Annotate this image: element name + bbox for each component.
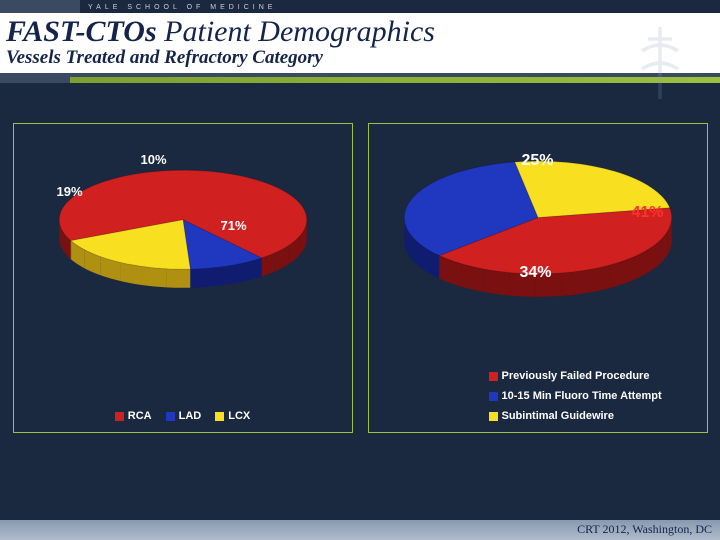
legend-right: Previously Failed Procedure 10-15 Min Fl…	[369, 360, 707, 432]
pie-left-label-19: 19%	[57, 184, 83, 199]
pie-right-label-34: 34%	[520, 264, 552, 282]
legend-label: Subintimal Guidewire	[502, 410, 614, 422]
pie-right	[398, 149, 678, 309]
pie-right-label-25: 25%	[522, 152, 554, 170]
title-rest: Patient Demographics	[164, 15, 435, 48]
charts-row: 71% 10% 19% RCA LAD LCX 41% 34% 25%	[0, 83, 720, 443]
legend-label: RCA	[128, 410, 152, 422]
pie-left-label-10: 10%	[141, 152, 167, 167]
pie-left-label-71: 71%	[221, 218, 247, 233]
legend-label: LCX	[228, 410, 250, 422]
swatch-icon	[489, 412, 498, 421]
footer: CRT 2012, Washington, DC	[0, 520, 720, 540]
legend-item-lad: LAD	[166, 410, 202, 422]
legend-item-failed: Previously Failed Procedure	[489, 370, 650, 382]
swatch-icon	[215, 412, 224, 421]
title-block: FAST-CTOs Patient Demographics Vessels T…	[0, 13, 720, 77]
swatch-icon	[489, 372, 498, 381]
legend-label: Previously Failed Procedure	[502, 370, 650, 382]
swatch-icon	[115, 412, 124, 421]
legend-label: LAD	[179, 410, 202, 422]
legend-item-fluoro: 10-15 Min Fluoro Time Attempt	[489, 390, 662, 402]
legend-item-subintimal: Subintimal Guidewire	[489, 410, 614, 422]
swatch-icon	[489, 392, 498, 401]
org-header: YALE SCHOOL OF MEDICINE	[0, 0, 720, 13]
chart-vessels-treated: 71% 10% 19% RCA LAD LCX	[13, 123, 353, 433]
legend-left: RCA LAD LCX	[14, 400, 352, 432]
chart-refractory-category: 41% 34% 25% Previously Failed Procedure …	[368, 123, 708, 433]
pie-left	[53, 154, 313, 304]
caduceus-icon	[600, 27, 720, 107]
legend-item-rca: RCA	[115, 410, 152, 422]
footer-text: CRT 2012, Washington, DC	[577, 522, 712, 536]
pie-left-wrap: 71% 10% 19%	[43, 144, 323, 314]
pie-right-wrap: 41% 34% 25%	[398, 144, 678, 314]
legend-label: 10-15 Min Fluoro Time Attempt	[502, 390, 662, 402]
pie-right-label-41: 41%	[632, 204, 664, 222]
title-bold: FAST-CTOs	[6, 15, 157, 48]
legend-item-lcx: LCX	[215, 410, 250, 422]
swatch-icon	[166, 412, 175, 421]
